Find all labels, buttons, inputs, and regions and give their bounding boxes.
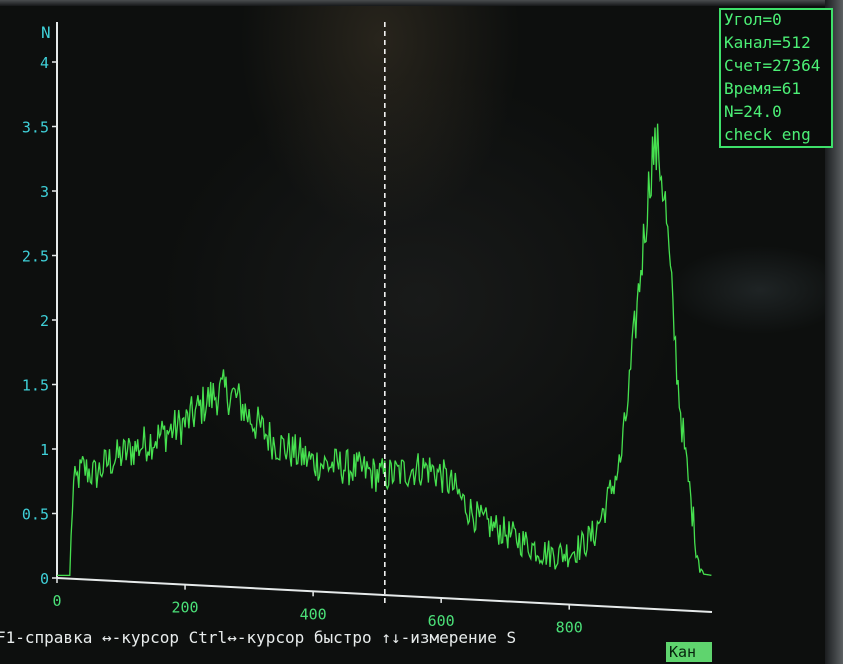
monitor-bezel-top	[0, 0, 843, 6]
help-bar: F1-справка ↔-курсор Ctrl↔-курсор быстро …	[0, 628, 843, 664]
y-tick-label-8: 4	[40, 54, 49, 72]
status-time: Время=61	[724, 79, 802, 98]
y-tick-label-2: 1	[40, 441, 49, 459]
y-axis-label: N	[41, 23, 51, 42]
status-panel: Угол=0 Канал=512 Счет=27364 Время=61 N=2…	[719, 8, 833, 148]
x-axis	[56, 577, 713, 613]
x-tick-label-2: 400	[300, 605, 327, 623]
y-tick-label-0: 0	[40, 570, 49, 588]
status-angle: Угол=0	[724, 10, 782, 29]
help-text: F1-справка ↔-курсор Ctrl↔-курсор быстро …	[0, 628, 517, 647]
x-tick-label-3: 600	[428, 612, 455, 630]
y-tick-label-3: 1.5	[22, 377, 49, 395]
x-tick-label-1: 200	[172, 599, 199, 617]
y-tick-label-1: 0.5	[22, 506, 49, 524]
y-tick-label-7: 3.5	[22, 119, 49, 137]
monitor-bezel-right	[825, 0, 843, 664]
x-tick-group: 0 200 400 600 800	[52, 578, 583, 637]
x-tick-label-4: 800	[556, 619, 583, 637]
status-count: Счет=27364	[724, 56, 821, 75]
y-tick-group: 0 0.5 1 1.5 2 2.5 3 3.5 4	[22, 54, 57, 588]
x-tick-label-0: 0	[52, 592, 61, 610]
mode-badge[interactable]: Кан	[666, 642, 712, 662]
status-check: check eng	[724, 125, 811, 144]
y-tick-label-5: 2.5	[22, 248, 49, 266]
y-tick-label-4: 2	[40, 312, 49, 330]
status-channel: Канал=512	[724, 33, 811, 52]
status-n: N=24.0	[724, 102, 782, 121]
y-tick-label-6: 3	[40, 183, 49, 201]
